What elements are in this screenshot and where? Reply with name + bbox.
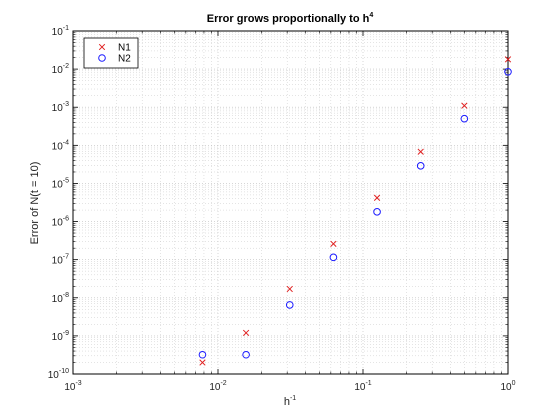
data-point-n1 <box>286 285 293 293</box>
y-axis-label: Error of N(t = 10) <box>29 162 41 245</box>
data-point-n1 <box>199 359 206 366</box>
y-tick-label: 10-6 <box>52 216 69 229</box>
x-tick-label: 10-2 <box>209 380 226 393</box>
x-tick-label: 10-1 <box>354 380 371 393</box>
data-point-n2 <box>504 68 512 76</box>
y-tick-label: 10-5 <box>52 177 69 190</box>
legend-box <box>83 37 139 69</box>
y-tick-label: 10-9 <box>52 330 69 343</box>
y-tick-label: 10-7 <box>52 254 69 267</box>
y-tick-label: 10-1 <box>52 25 69 38</box>
y-tick-label: 10-4 <box>52 139 69 152</box>
data-point-n1 <box>461 102 468 109</box>
x-tick-label: 10-3 <box>64 380 81 393</box>
data-marks <box>198 56 512 366</box>
legend-label-n1: N1 <box>118 43 131 54</box>
data-point-n1 <box>373 194 381 201</box>
y-tick-label: 10-8 <box>52 292 69 305</box>
data-point-n2 <box>329 253 338 262</box>
legend-marker-n2 <box>98 54 106 62</box>
grid <box>72 30 509 375</box>
data-point-n2 <box>242 350 250 359</box>
legend-label-n2: N2 <box>118 54 131 65</box>
data-point-n1 <box>417 148 424 155</box>
x-tick-labels: 10-3 10-2 10-1 100 <box>64 380 515 393</box>
data-point-n1 <box>504 56 512 63</box>
y-tick-label: 10-10 <box>48 368 69 381</box>
data-point-n2 <box>416 162 425 170</box>
chart-title: Error grows proportionally to h4 <box>207 12 374 25</box>
plot-area <box>72 30 509 375</box>
legend-marker-n1 <box>98 43 106 51</box>
data-point-n2 <box>285 301 294 309</box>
y-tick-label: 10-3 <box>52 101 69 114</box>
data-point-n1 <box>330 240 337 248</box>
data-point-n2 <box>198 350 207 359</box>
x-axis-label: h-1 <box>284 395 296 408</box>
data-point-n2 <box>373 208 381 216</box>
x-tick-label: 100 <box>500 380 515 393</box>
data-point-n1 <box>242 329 250 337</box>
axis-ticks <box>72 30 509 375</box>
data-point-n2 <box>460 114 469 123</box>
y-tick-label: 10-2 <box>52 63 69 76</box>
y-tick-labels: 10-10 10-9 10-8 10-7 10-6 10-5 10-4 10-3 10-2 10-… <box>48 25 69 381</box>
